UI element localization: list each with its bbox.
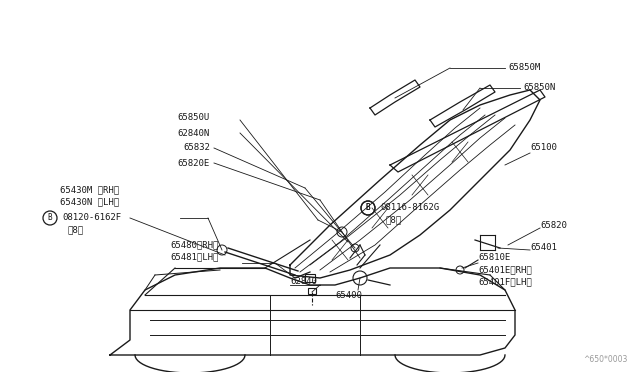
Text: ^650*0003: ^650*0003 [584, 355, 628, 364]
Text: B: B [365, 203, 371, 212]
Text: 65481〈LH〉: 65481〈LH〉 [170, 253, 218, 262]
Text: 62840N: 62840N [178, 128, 210, 138]
Text: 65832: 65832 [183, 144, 210, 153]
Text: 65430M 〈RH〉: 65430M 〈RH〉 [60, 186, 119, 195]
Text: 〸8〉: 〸8〉 [385, 215, 401, 224]
Text: 08116-8162G: 08116-8162G [380, 203, 439, 212]
Text: B: B [365, 203, 371, 212]
Text: 65430N 〈LH〉: 65430N 〈LH〉 [60, 198, 119, 206]
Text: 〸8〉: 〸8〉 [67, 225, 83, 234]
Text: 65401E〈RH〉: 65401E〈RH〉 [478, 266, 532, 275]
Text: 65820: 65820 [540, 221, 567, 230]
Text: 08120-6162F: 08120-6162F [62, 214, 121, 222]
Text: 62840: 62840 [290, 278, 317, 286]
Text: 65820E: 65820E [178, 158, 210, 167]
Text: 65850U: 65850U [178, 113, 210, 122]
Text: 65480〈RH〉: 65480〈RH〉 [170, 241, 218, 250]
Text: 65850N: 65850N [523, 83, 556, 93]
Text: B: B [48, 214, 52, 222]
Text: 65850M: 65850M [508, 64, 540, 73]
Text: 65401F〈LH〉: 65401F〈LH〉 [478, 278, 532, 286]
Text: 65401: 65401 [530, 244, 557, 253]
Text: 65810E: 65810E [478, 253, 510, 263]
Text: 65100: 65100 [530, 144, 557, 153]
Text: 65400: 65400 [335, 291, 362, 299]
